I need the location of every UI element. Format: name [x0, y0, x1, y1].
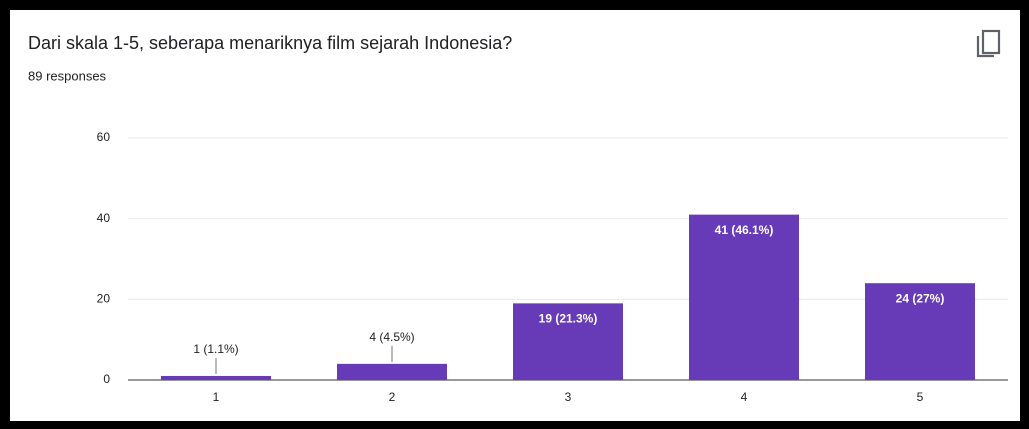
bar: [689, 214, 799, 380]
y-tick-label: 20: [97, 292, 111, 306]
x-tick-label: 1: [213, 390, 220, 404]
x-tick-label: 4: [741, 390, 748, 404]
bar: [513, 303, 623, 380]
data-label: 1 (1.1%): [193, 342, 238, 356]
data-label: 19 (21.3%): [539, 312, 598, 326]
bar: [161, 375, 271, 380]
bar: [337, 363, 447, 380]
x-tick-label: 2: [389, 390, 396, 404]
bar: [865, 283, 975, 380]
data-label: 4 (4.5%): [369, 330, 414, 344]
copy-icon-front: [981, 29, 1001, 55]
chart-subtitle: 89 responses: [28, 68, 107, 83]
x-tick-label: 3: [565, 390, 572, 404]
y-tick-label: 60: [97, 130, 111, 144]
chart-title: Dari skala 1-5, seberapa menariknya film…: [28, 33, 512, 53]
data-label: 41 (46.1%): [715, 223, 774, 237]
copy-icon-back: [976, 36, 994, 58]
y-tick-label: 40: [97, 211, 111, 225]
y-tick-label: 0: [103, 372, 110, 386]
x-tick-label: 5: [917, 390, 924, 404]
copy-icon[interactable]: [976, 29, 1001, 58]
data-label: 24 (27%): [896, 291, 945, 305]
